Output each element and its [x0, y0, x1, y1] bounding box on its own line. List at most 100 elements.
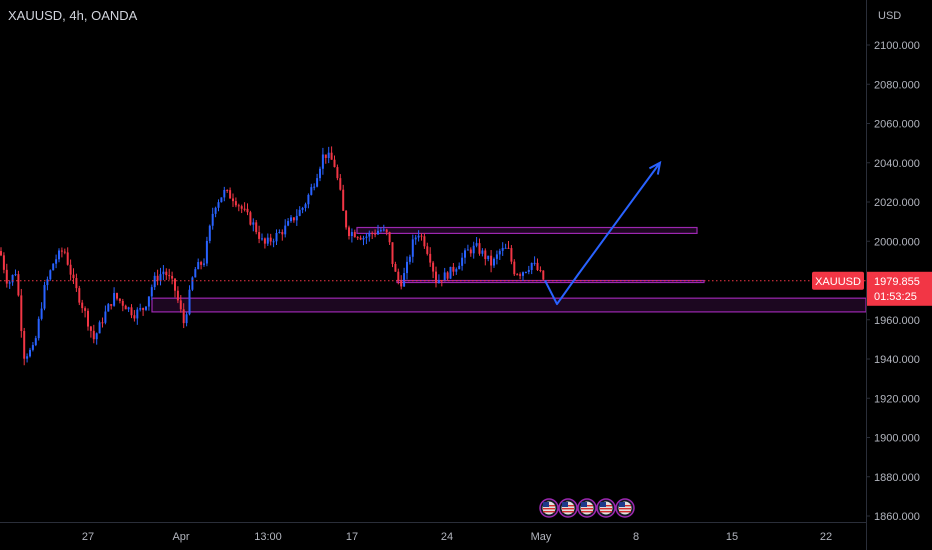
candle-body [400, 280, 403, 287]
candle-body [461, 257, 464, 266]
candle-body [113, 293, 116, 306]
candle-body [397, 271, 400, 281]
time-tick-label: 13:00 [254, 531, 282, 543]
candle-body [414, 237, 417, 240]
candle-body [307, 194, 310, 205]
candle-body [350, 232, 353, 237]
candle-body [365, 236, 368, 238]
candle-body [150, 287, 153, 297]
flag-stripe [600, 508, 612, 510]
candle-body [452, 266, 455, 272]
candle-body [435, 271, 437, 284]
flag-stripe [581, 511, 593, 513]
candle-body [522, 272, 524, 276]
candle-body [432, 262, 435, 272]
time-tick-label: 24 [441, 531, 453, 543]
candle-body [527, 269, 530, 272]
candle-body [275, 232, 278, 242]
candle-body [174, 278, 176, 291]
candle-body [377, 230, 379, 235]
us-flag-icon[interactable] [558, 498, 578, 518]
countdown-text: 01:53:25 [874, 291, 917, 303]
candle-body [72, 274, 75, 279]
current-zone[interactable] [396, 279, 705, 284]
events-layer[interactable] [539, 498, 635, 518]
candle-body [524, 271, 527, 273]
candle-body [133, 315, 136, 319]
candle-body [475, 243, 478, 246]
candle-body [406, 261, 408, 274]
candle-body [446, 272, 449, 279]
candle-body [0, 251, 2, 256]
candle-body [539, 270, 542, 272]
support-zone[interactable] [151, 297, 867, 313]
candle-body [342, 189, 345, 211]
projection-layer[interactable] [544, 160, 662, 306]
candle-body [188, 289, 191, 315]
candle-body [411, 239, 414, 257]
candle-body [118, 298, 121, 301]
candle-body [510, 248, 513, 262]
flag-canton [600, 502, 606, 507]
us-flag-icon[interactable] [615, 498, 635, 518]
candles-layer [0, 146, 545, 366]
symbol-title[interactable]: XAUUSD, 4h, OANDA [8, 8, 138, 23]
us-flag-icon[interactable] [539, 498, 559, 518]
time-axis[interactable]: 27 Apr 13:00 17 24 May 8 15 22 [0, 522, 866, 544]
candle-body [75, 278, 78, 289]
price-tick-label: 2060.000 [874, 119, 920, 131]
candle-body [197, 262, 200, 270]
zones-layer[interactable] [151, 226, 867, 313]
candle-body [142, 308, 145, 310]
candle-body [319, 168, 321, 179]
candle-body [301, 207, 304, 210]
flag-stripe [562, 511, 574, 513]
candle-body [107, 304, 110, 312]
candle-body [165, 271, 168, 276]
time-tick-label: Apr [172, 531, 189, 543]
candle-body [232, 198, 234, 202]
candle-body [348, 227, 350, 237]
us-flag-icon[interactable] [577, 498, 597, 518]
resistance-zone[interactable] [356, 226, 698, 234]
candle-body [513, 261, 516, 275]
candle-body [327, 152, 330, 158]
candle-body [258, 232, 261, 239]
candle-body [229, 190, 232, 199]
candle-body [89, 326, 92, 331]
flag-canton [543, 502, 549, 507]
candle-body [153, 275, 156, 288]
candle-body [449, 266, 452, 279]
candle-body [110, 304, 113, 306]
candle-body [316, 178, 319, 187]
candle-body [455, 269, 458, 272]
candle-body [423, 236, 426, 247]
candle-body [63, 251, 66, 253]
candle-body [101, 322, 104, 324]
price-axis[interactable]: USD 2100.000 2080.000 2060.000 2040.000 2020.… [866, 0, 920, 550]
price-tick-label: 1900.000 [874, 433, 920, 445]
candle-body [182, 309, 185, 324]
candle-body [368, 233, 371, 237]
candle-body [171, 276, 174, 279]
candle-body [23, 331, 26, 359]
last-price-bg [867, 271, 932, 306]
candle-body [31, 345, 34, 350]
candle-body [464, 250, 466, 258]
candle-body [324, 154, 327, 158]
candle-body [220, 197, 223, 203]
candle-body [179, 300, 182, 310]
candle-body [278, 232, 281, 234]
candle-body [330, 152, 333, 160]
candle-body [8, 282, 11, 284]
candle-body [263, 238, 266, 244]
us-flag-icon[interactable] [596, 498, 616, 518]
candle-body [147, 296, 150, 307]
candle-body [362, 237, 365, 240]
candle-body [168, 275, 171, 277]
projection-path[interactable] [544, 162, 661, 306]
price-tick-label: 1880.000 [874, 472, 920, 484]
candle-body [255, 222, 258, 233]
